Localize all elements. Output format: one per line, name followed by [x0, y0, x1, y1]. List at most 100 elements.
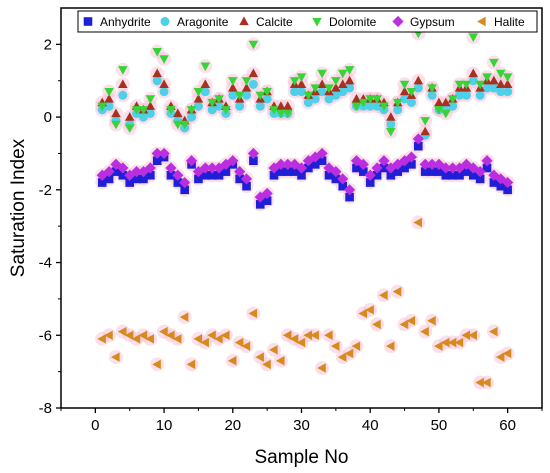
data-point-halite — [186, 359, 196, 370]
data-point-aragonite — [145, 108, 155, 118]
data-point-dolomite — [447, 95, 458, 104]
data-point-dolomite — [324, 84, 334, 93]
data-point-dolomite — [111, 120, 121, 130]
data-point-anhydrite — [386, 170, 396, 180]
data-point-aragonite — [475, 90, 485, 100]
data-point-aragonite — [214, 101, 224, 111]
legend-marker-aragonite — [160, 16, 170, 27]
data-point-anhydrite — [249, 156, 258, 166]
data-point-calcite — [276, 101, 286, 110]
data-point-anhydrite — [194, 174, 203, 184]
data-point-halite — [475, 377, 484, 388]
data-point-gypsum — [185, 155, 198, 167]
data-point-gypsum — [124, 169, 136, 181]
data-point-halite — [165, 330, 175, 341]
data-point-aragonite — [290, 87, 300, 97]
data-point-dolomite — [200, 62, 211, 72]
data-point-dolomite — [365, 95, 375, 104]
data-point-calcite — [344, 75, 355, 85]
data-point-dolomite — [351, 102, 362, 112]
axis-ticks: 0 10 20 30 40 50 60 -8 -6 -4 -2 0 2 — [39, 36, 543, 434]
data-point-gypsum — [481, 155, 493, 167]
data-point-gypsum — [110, 158, 122, 170]
data-point-aragonite — [187, 112, 197, 122]
legend-marker-dolomite — [312, 17, 322, 27]
x-axis-title: Sample No — [255, 447, 349, 468]
data-point-anhydrite — [221, 167, 231, 176]
data-point-anhydrite — [496, 181, 506, 191]
data-point-aragonite — [482, 83, 492, 93]
data-point-aragonite — [400, 94, 410, 104]
data-point-calcite — [413, 75, 424, 85]
data-point-calcite — [159, 79, 169, 89]
data-point-halite — [447, 337, 457, 348]
data-point-dolomite — [358, 98, 369, 108]
data-point-anhydrite — [352, 163, 361, 173]
data-point-dolomite — [221, 106, 231, 115]
data-point-gypsum — [261, 187, 273, 200]
data-point-dolomite — [475, 80, 485, 90]
data-point-anhydrite — [482, 163, 492, 173]
data-point-dolomite — [241, 77, 252, 86]
data-point-calcite — [441, 97, 451, 107]
data-point-anhydrite — [365, 178, 375, 187]
data-point-gypsum — [488, 169, 500, 181]
data-point-gypsum — [103, 166, 115, 178]
data-point-gypsum — [344, 184, 356, 196]
legend-marker-calcite — [239, 16, 249, 26]
data-point-aragonite — [461, 90, 471, 100]
data-point-dolomite — [310, 84, 320, 93]
data-point-gypsum — [158, 147, 170, 160]
data-point-dolomite — [255, 91, 266, 101]
data-point-anhydrite — [317, 156, 327, 166]
data-point-calcite — [145, 101, 156, 110]
data-point-dolomite — [434, 106, 444, 115]
data-point-calcite — [489, 75, 499, 85]
data-point-calcite — [351, 93, 362, 103]
x-tick-label: 60 — [499, 417, 516, 434]
data-point-gypsum — [371, 162, 383, 174]
legend-label-anhydrite: Anhydrite — [100, 15, 151, 29]
data-point-anhydrite — [462, 167, 471, 176]
data-point-aragonite — [317, 87, 327, 97]
y-tick-label: 0 — [44, 109, 52, 126]
data-point-anhydrite — [173, 178, 183, 187]
data-point-dolomite — [207, 98, 217, 108]
data-point-aragonite — [406, 98, 416, 108]
data-point-gypsum — [426, 158, 438, 170]
data-point-dolomite — [269, 106, 279, 115]
data-point-aragonite — [386, 119, 396, 129]
data-point-halite — [406, 315, 416, 326]
data-point-dolomite — [166, 106, 176, 115]
data-point-dolomite — [296, 73, 307, 83]
data-point-calcite — [317, 79, 327, 89]
data-point-aragonite — [255, 101, 265, 111]
data-point-halite — [269, 345, 278, 355]
data-point-gypsum — [206, 162, 218, 174]
data-point-anhydrite — [503, 185, 512, 195]
data-point-halite — [468, 330, 477, 341]
data-point-anhydrite — [125, 178, 135, 187]
data-point-anhydrite — [207, 170, 217, 180]
data-point-dolomite — [124, 124, 135, 133]
data-point-halite — [289, 334, 299, 344]
data-point-anhydrite — [455, 170, 464, 180]
data-point-gypsum — [302, 155, 314, 167]
data-point-halite — [317, 363, 326, 373]
data-point-gypsum — [433, 158, 445, 170]
data-point-dolomite — [283, 109, 293, 119]
data-point-halite — [124, 330, 134, 341]
data-point-dolomite — [104, 87, 114, 97]
data-point-dolomite — [262, 87, 272, 97]
data-point-anhydrite — [372, 170, 382, 180]
data-point-halite — [310, 330, 319, 341]
data-point-dolomite — [461, 80, 472, 90]
data-point-dolomite — [489, 58, 499, 68]
data-point-gypsum — [130, 166, 143, 178]
data-point-dolomite — [186, 106, 197, 115]
data-point-calcite — [124, 112, 135, 121]
data-point-dolomite — [372, 95, 382, 104]
legend-marker-halite — [477, 16, 486, 27]
data-point-halite — [282, 330, 292, 341]
legend-item-calcite: Calcite — [239, 15, 293, 29]
